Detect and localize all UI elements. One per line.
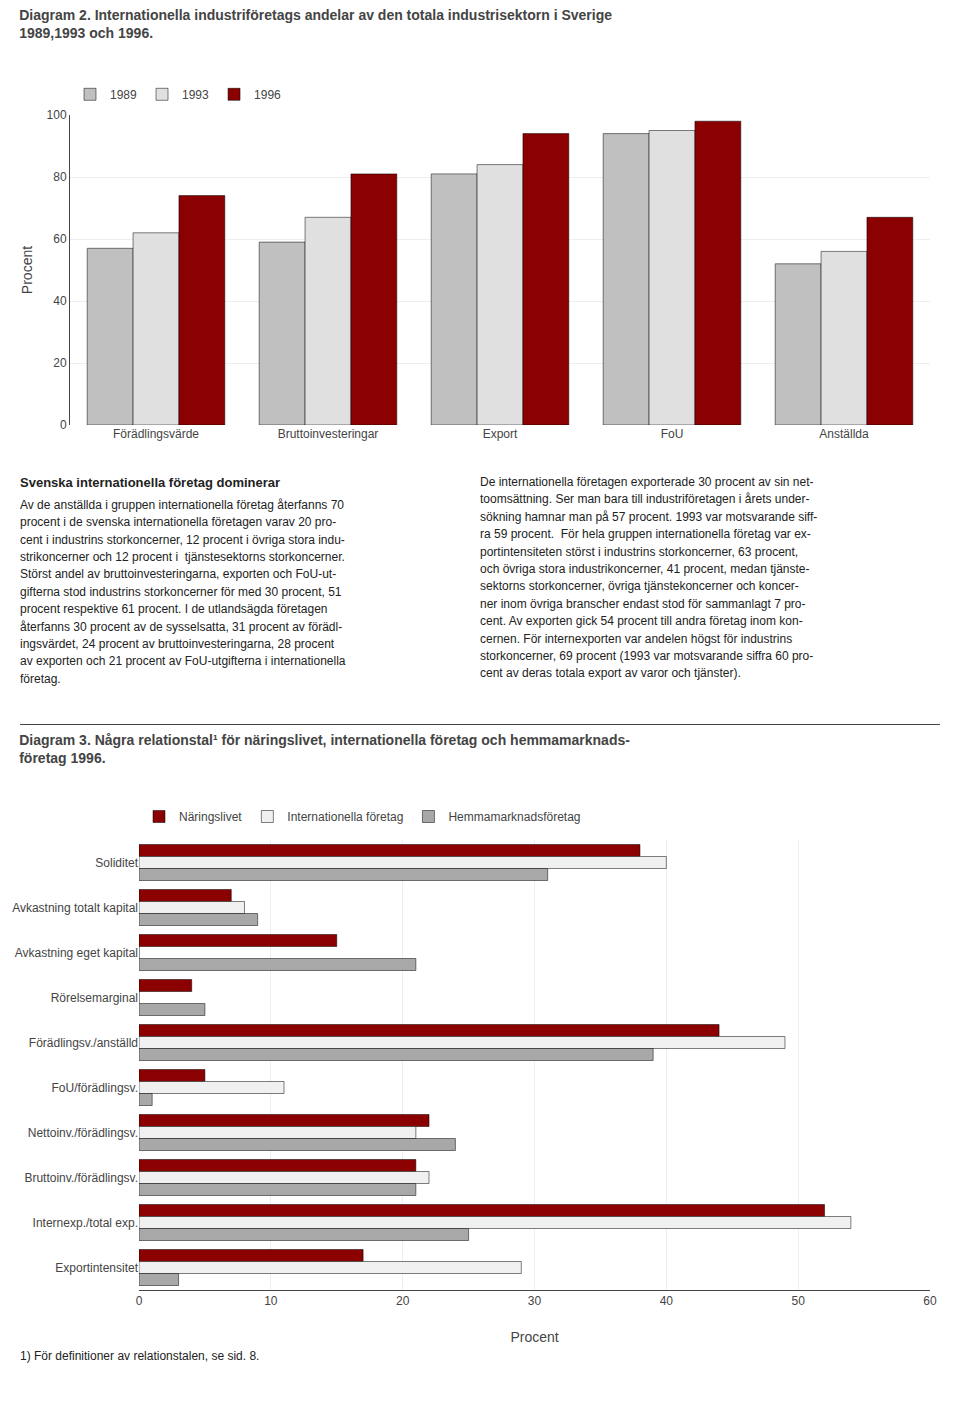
svg-text:Rörelsemarginal: Rörelsemarginal (51, 991, 138, 1005)
svg-text:80: 80 (53, 170, 67, 184)
svg-text:Anställda: Anställda (819, 427, 869, 441)
svg-text:FoU/förädlingsv.: FoU/förädlingsv. (52, 1081, 138, 1095)
svg-text:60: 60 (923, 1294, 937, 1308)
svg-text:10: 10 (264, 1294, 278, 1308)
svg-text:50: 50 (791, 1294, 805, 1308)
svg-text:Näringslivet: Näringslivet (179, 810, 242, 824)
svg-text:30: 30 (528, 1294, 542, 1308)
svg-text:Export: Export (483, 427, 518, 441)
svg-text:Procent: Procent (19, 246, 35, 294)
svg-text:Nettoinv./förädlingsv.: Nettoinv./förädlingsv. (28, 1126, 138, 1140)
svg-text:Bruttoinvesteringar: Bruttoinvesteringar (278, 427, 379, 441)
svg-text:Diagram 3. Några relationstal¹: Diagram 3. Några relationstal¹ för närin… (19, 732, 630, 766)
svg-text:40: 40 (660, 1294, 674, 1308)
svg-text:20: 20 (396, 1294, 410, 1308)
svg-text:Avkastning eget kapital: Avkastning eget kapital (15, 946, 138, 960)
svg-text:Hemmamarknadsföretag: Hemmamarknadsföretag (448, 810, 580, 824)
svg-text:Internexp./total exp.: Internexp./total exp. (33, 1216, 138, 1230)
svg-text:1993: 1993 (182, 88, 209, 102)
svg-text:60: 60 (53, 232, 67, 246)
svg-text:Förädlingsvärde: Förädlingsvärde (113, 427, 199, 441)
svg-text:1996: 1996 (254, 88, 281, 102)
svg-text:0: 0 (136, 1294, 143, 1308)
svg-text:Diagram 2. Internationella ind: Diagram 2. Internationella industriföret… (19, 7, 612, 41)
html-text:Av de anställda i gruppen inte: Av de anställda i gruppen internationell… (20, 497, 346, 686)
svg-text:Bruttoinv./förädlingsv.: Bruttoinv./förädlingsv. (24, 1171, 138, 1185)
svg-text:Exportintensitet: Exportintensitet (55, 1261, 138, 1275)
html-text:1) För definitioner av relatio: 1) För definitioner av relationstalen, s… (20, 1349, 260, 1363)
svg-text:1989: 1989 (110, 88, 137, 102)
svg-text:100: 100 (47, 108, 67, 122)
svg-text:Avkastning totalt kapital: Avkastning totalt kapital (12, 901, 138, 915)
svg-text:20: 20 (53, 356, 67, 370)
svg-text:Internationella företag: Internationella företag (287, 810, 403, 824)
html-text:Svenska internationella företa: Svenska internationella företag dominera… (20, 475, 281, 490)
svg-text:Förädlingsv./anställd: Förädlingsv./anställd (29, 1036, 138, 1050)
svg-text:Procent: Procent (510, 1329, 558, 1345)
html-text:De internationella företagen e: De internationella företagen exporterade… (480, 475, 818, 681)
svg-text:FoU: FoU (661, 427, 684, 441)
svg-text:0: 0 (60, 418, 67, 432)
svg-text:Soliditet: Soliditet (95, 856, 138, 870)
svg-text:40: 40 (53, 294, 67, 308)
